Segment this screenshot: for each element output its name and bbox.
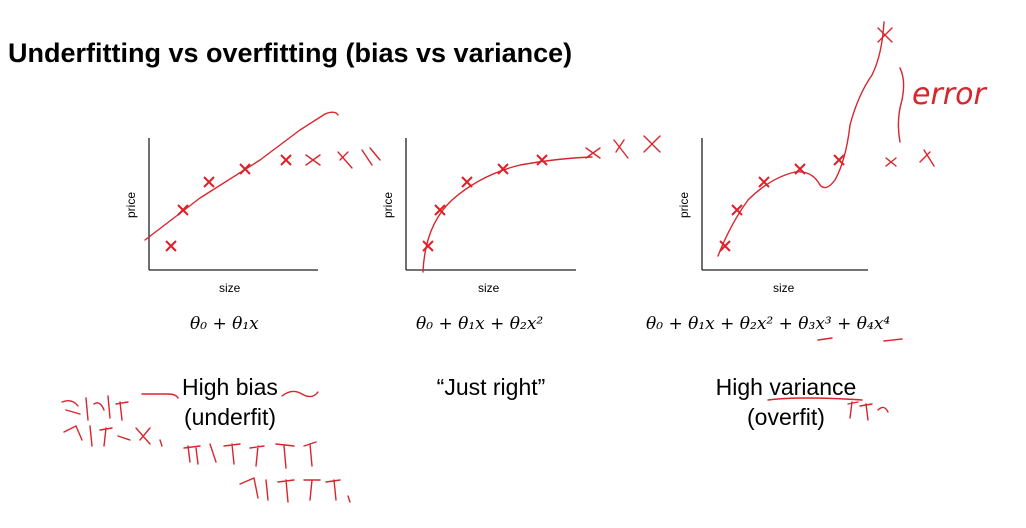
panel-1-formula: θ₀ + θ₁x [190,314,259,334]
panel-3-marker-2 [731,204,743,216]
panel-1-marker-3 [203,176,215,188]
panel-3-axes: price size [677,138,868,295]
panel-3-fit-curve [717,21,885,257]
panel-2-marker-4 [497,163,509,175]
panel-3-caption-line1: High variance [715,374,857,400]
error-annotation: error [912,77,987,112]
panel-2-xlabel: size [478,281,500,295]
panel-3-caption-line2: (overfit) [747,404,825,430]
panel-3-marker-3 [758,176,770,188]
panel-1-caption-line2: (underfit) [183,404,277,430]
panel-1-ylabel: price [124,192,138,218]
panel-3-caption: High variance (overfit) [696,372,876,432]
panel-2-markers [422,154,548,252]
panel-3-marker-1 [719,240,731,252]
panel-2-fit-curve [422,156,593,273]
panel-1-fit-line [144,111,339,241]
panel-3-formula: θ₀ + θ₁x + θ₂x² + θ₃x³ + θ₄x⁴ [646,314,891,334]
handwritten-annotations: error [61,27,987,503]
panel-1-xlabel: size [219,281,241,295]
panel-1-markers [165,154,292,252]
panel-2-formula: θ₀ + θ₁x + θ₂x² [416,314,544,334]
panel-1-axes: price size [124,138,318,295]
panel-2-ylabel: price [381,192,395,218]
panel-2-caption-line1: “Just right” [436,374,546,400]
panel-1-caption-line1: High bias [182,374,278,400]
panel-2-marker-1 [422,240,434,252]
panel-3-markers [719,154,845,252]
panel-3-ylabel: price [677,192,691,218]
panel-1-marker-1 [165,240,177,252]
panel-2-caption: “Just right” [406,372,576,402]
panel-2-marker-2 [434,204,446,216]
panel-1-marker-5 [280,154,292,166]
panel-1-caption: High bias (underfit) [150,372,310,432]
slide-title: Underfitting vs overfitting (bias vs var… [8,38,573,68]
panel-2-marker-5 [536,154,548,166]
panel-2-axes: price size [381,138,576,295]
panel-3-xlabel: size [773,281,795,295]
